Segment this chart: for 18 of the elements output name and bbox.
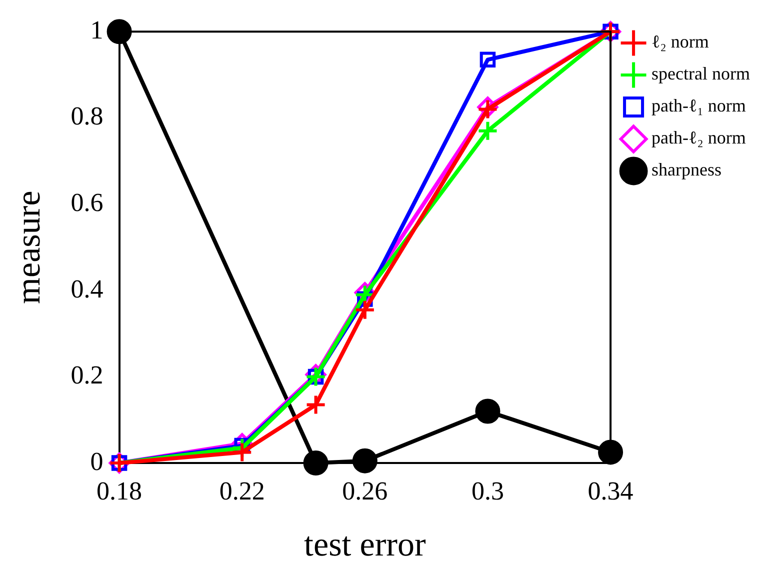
x-tick-label: 0.34: [588, 476, 634, 506]
x-tick-label: 0.22: [219, 476, 265, 506]
legend-label: path-ℓ₁ norm: [652, 96, 746, 116]
y-tick-label: 0.8: [70, 102, 104, 131]
legend-label: ℓ₂ norm: [652, 32, 709, 52]
x-tick-label: 0.26: [342, 476, 388, 506]
y-axis-title: measure: [10, 190, 48, 304]
x-tick-label: 0.3: [471, 476, 504, 506]
x-tick-label: 0.18: [96, 476, 142, 506]
y-tick-label: 1: [90, 15, 104, 44]
y-tick-label: 0.2: [70, 360, 104, 390]
y-tick-label: 0.6: [70, 188, 104, 217]
legend-label: sharpness: [652, 160, 722, 180]
x-axis-title: test error: [304, 526, 426, 564]
legend-label: spectral norm: [652, 64, 750, 84]
y-tick-label: 0.4: [70, 274, 104, 304]
legend-label: path-ℓ₂ norm: [652, 128, 746, 148]
y-tick-label: 0: [90, 446, 104, 476]
